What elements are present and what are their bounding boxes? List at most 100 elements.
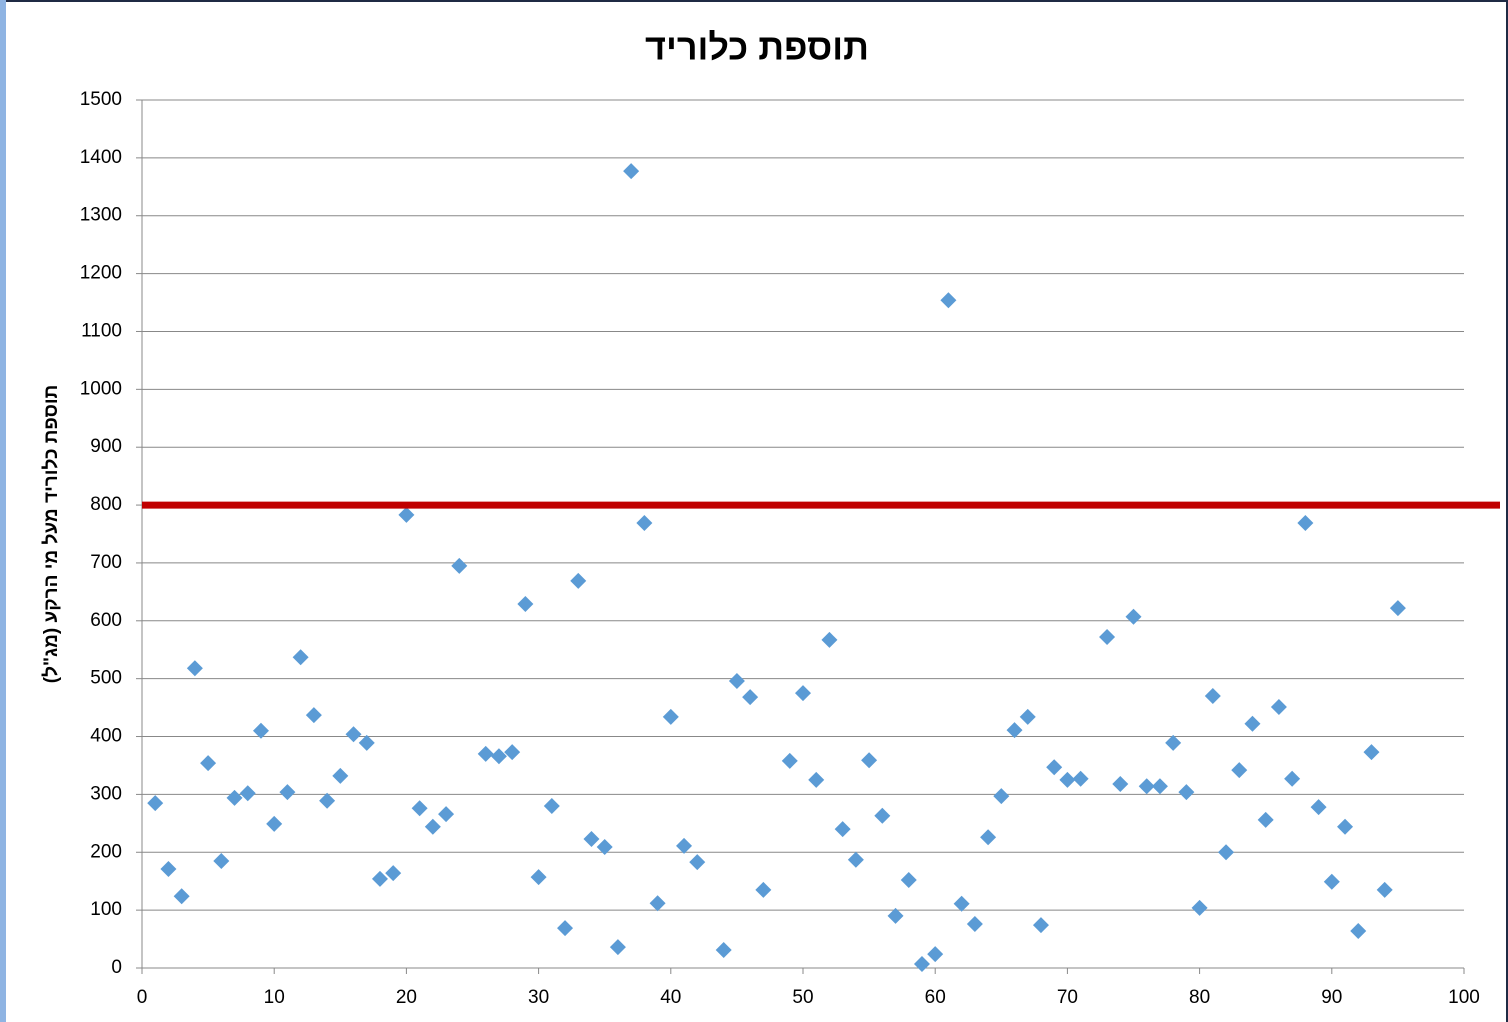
y-tick-label: 1400 — [80, 147, 122, 168]
y-tick-label: 200 — [90, 841, 122, 862]
y-tick-label: 1100 — [81, 320, 122, 341]
point — [623, 163, 640, 180]
point — [1257, 811, 1274, 828]
point — [689, 854, 706, 871]
point — [239, 785, 256, 802]
point — [966, 916, 983, 933]
point — [305, 707, 322, 724]
point — [808, 771, 825, 788]
point — [1112, 775, 1129, 792]
point — [358, 734, 375, 751]
point — [742, 689, 759, 706]
y-tick-label: 700 — [90, 552, 122, 573]
point — [557, 920, 574, 937]
point — [728, 672, 745, 689]
point — [913, 955, 930, 972]
point — [900, 872, 917, 889]
point — [1350, 922, 1367, 939]
point — [953, 895, 970, 912]
point — [1072, 770, 1089, 787]
point — [1059, 771, 1076, 788]
point — [1151, 778, 1168, 795]
x-tick-label: 40 — [660, 987, 681, 1008]
point — [1204, 688, 1221, 705]
point — [927, 946, 944, 963]
point — [371, 870, 388, 887]
point — [292, 649, 309, 666]
point — [834, 821, 851, 838]
point — [1363, 744, 1380, 761]
x-tick-label: 70 — [1057, 987, 1078, 1008]
point — [980, 829, 997, 846]
y-tick-label: 500 — [90, 668, 122, 689]
point — [266, 815, 283, 832]
point — [186, 660, 203, 677]
point — [993, 788, 1010, 805]
point — [821, 631, 838, 648]
point — [662, 708, 679, 725]
point — [596, 839, 613, 856]
point — [570, 572, 587, 589]
point — [1389, 600, 1406, 617]
point — [1244, 715, 1261, 732]
point — [490, 748, 507, 765]
side-strip — [0, 0, 6, 1022]
point — [385, 865, 402, 882]
point — [147, 795, 164, 812]
point — [1231, 762, 1248, 779]
point — [874, 807, 891, 824]
x-tick-label: 0 — [137, 987, 148, 1008]
y-tick-label: 400 — [90, 726, 122, 747]
point — [1297, 515, 1314, 532]
point — [530, 869, 547, 886]
point — [424, 818, 441, 835]
point — [1310, 799, 1327, 816]
x-tick-label: 20 — [396, 987, 417, 1008]
point — [795, 685, 811, 702]
point — [1376, 881, 1393, 898]
point — [1178, 784, 1195, 801]
y-tick-label: 600 — [90, 610, 122, 631]
point — [1125, 608, 1142, 625]
point — [517, 596, 534, 613]
point — [1099, 629, 1116, 646]
point — [1337, 818, 1354, 835]
point — [1218, 844, 1235, 861]
x-tick-label: 30 — [528, 987, 549, 1008]
point — [715, 942, 732, 959]
point — [279, 784, 296, 801]
point — [1323, 873, 1340, 890]
point — [649, 895, 666, 912]
point — [398, 506, 415, 523]
point — [504, 744, 521, 761]
y-tick-label: 0 — [111, 957, 122, 978]
point — [1032, 917, 1049, 934]
point — [438, 806, 455, 823]
point — [332, 767, 349, 784]
point — [411, 800, 428, 817]
point — [781, 752, 798, 769]
point — [1138, 778, 1155, 795]
y-axis-label: תוספת כלוריד מעל מי הרקע (מג"ל) — [41, 385, 62, 683]
point — [1019, 708, 1036, 725]
point — [940, 292, 957, 309]
point — [477, 745, 494, 762]
point — [160, 861, 177, 878]
point — [200, 755, 217, 772]
point — [319, 792, 336, 809]
y-tick-label: 300 — [90, 783, 122, 804]
point — [847, 851, 864, 868]
y-tick-label: 1500 — [80, 89, 122, 110]
point — [636, 515, 653, 532]
y-tick-label: 800 — [90, 494, 122, 515]
x-tick-label: 90 — [1321, 987, 1342, 1008]
y-tick-label: 1300 — [80, 205, 122, 226]
point — [609, 939, 626, 956]
point — [676, 837, 693, 854]
point — [451, 557, 468, 574]
point — [1165, 734, 1182, 751]
point — [1270, 699, 1287, 716]
x-tick-label: 50 — [792, 987, 813, 1008]
